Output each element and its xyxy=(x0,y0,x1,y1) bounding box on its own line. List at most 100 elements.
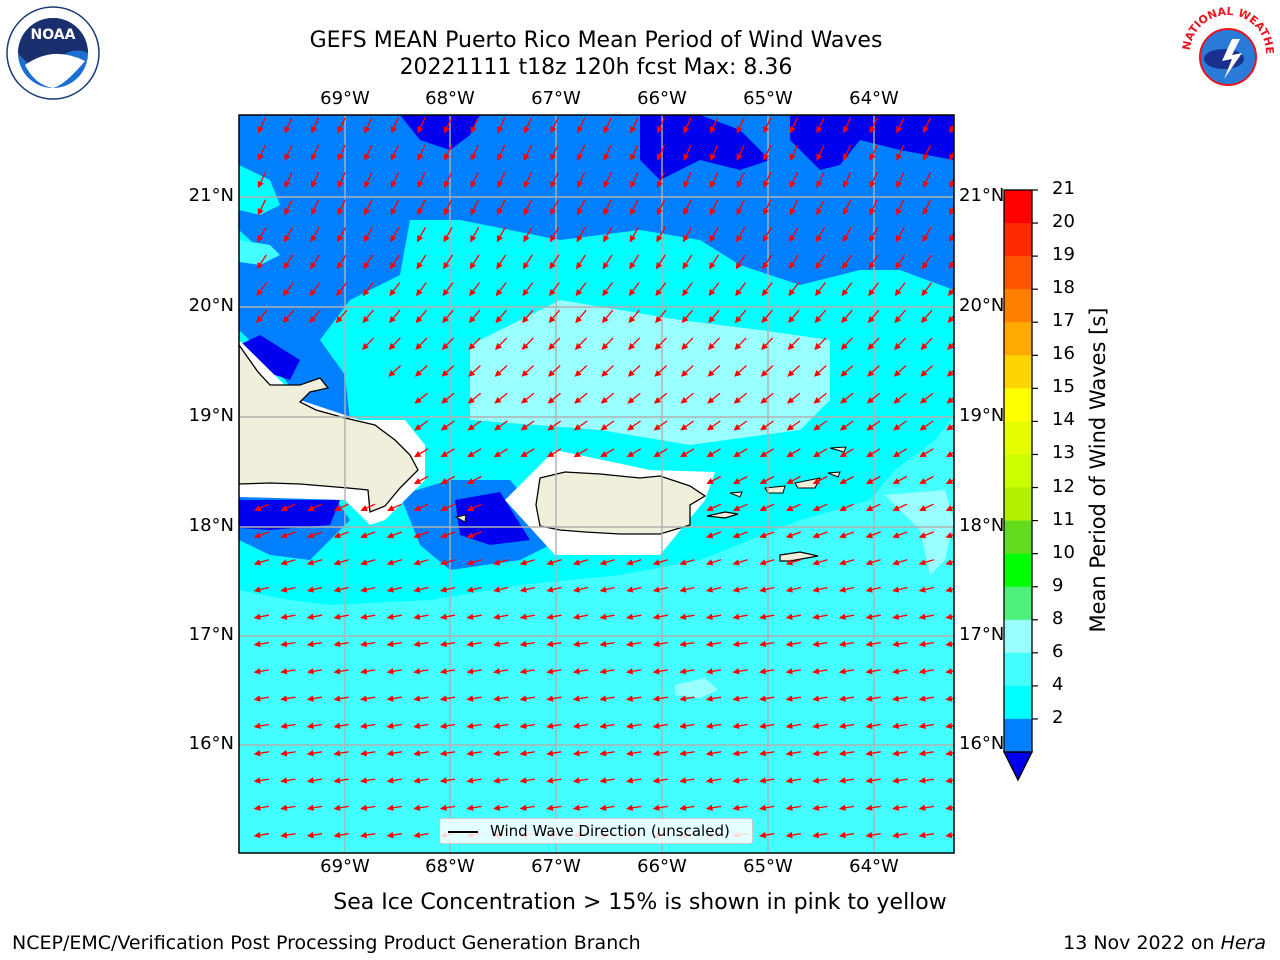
wave-arrow-head xyxy=(362,342,369,350)
wave-arrow-head xyxy=(759,586,767,593)
wave-arrow-head xyxy=(626,777,634,784)
wave-arrow-head xyxy=(705,613,713,620)
wave-arrow-head xyxy=(654,370,662,377)
wave-arrow-head xyxy=(546,804,554,811)
wave-arrow-head xyxy=(759,831,767,839)
wave-arrow-head xyxy=(785,777,793,784)
wave-arrow-head xyxy=(683,180,690,189)
wave-arrow-head xyxy=(546,559,554,566)
wave-arrow-head xyxy=(550,208,557,216)
wave-arrow-head xyxy=(652,777,660,784)
wave-arrow-head xyxy=(785,532,794,539)
wave-arrow-head xyxy=(786,423,794,431)
wave-arrow-head xyxy=(547,396,555,404)
wave-arrow-head xyxy=(815,261,822,270)
lat-label-left: 19°N xyxy=(188,405,234,426)
wave-arrow-head xyxy=(842,261,849,270)
wave-arrow-head xyxy=(626,559,634,566)
wave-arrow-head xyxy=(253,532,262,539)
wave-arrow-head xyxy=(386,668,394,675)
wave-arrow-head xyxy=(838,668,846,675)
wave-arrow-head xyxy=(439,695,447,702)
wave-arrow-head xyxy=(575,315,582,324)
colorbar-tick-label: 4 xyxy=(1052,673,1064,695)
wave-arrow-head xyxy=(495,315,503,324)
wave-arrow-head xyxy=(920,370,928,377)
wave-arrow-head xyxy=(838,804,846,811)
wave-arrow-head xyxy=(280,831,288,839)
wave-arrow-head xyxy=(705,695,713,702)
wave-arrow-head xyxy=(257,235,264,243)
wave-arrow-head xyxy=(812,478,821,485)
wave-arrow-head xyxy=(813,450,821,458)
wave-arrow-head xyxy=(893,423,901,431)
colorbar-segment xyxy=(1004,487,1032,522)
colorbar-tick-label: 14 xyxy=(1052,409,1075,431)
wave-arrow-head xyxy=(710,126,716,134)
wave-arrow-head xyxy=(547,370,555,377)
wave-arrow-head xyxy=(896,153,903,161)
colorbar-segment xyxy=(1004,619,1032,654)
wave-arrow-head xyxy=(439,722,447,730)
wave-arrow-head xyxy=(919,396,928,404)
wave-arrow-head xyxy=(309,315,316,324)
wave-arrow-head xyxy=(362,315,370,324)
wave-arrow-head xyxy=(683,126,690,134)
colorbar xyxy=(1002,189,1038,782)
wave-arrow-head xyxy=(253,668,261,675)
wave-arrow-head xyxy=(336,261,344,270)
wave-arrow-head xyxy=(865,640,873,648)
wave-arrow-head xyxy=(893,396,901,404)
wave-arrow-head xyxy=(360,749,368,757)
wave-arrow-head xyxy=(467,396,475,404)
wave-arrow-head xyxy=(892,613,900,620)
wave-arrow-head xyxy=(732,749,740,757)
wave-arrow-head xyxy=(788,315,795,324)
wave-arrow-head xyxy=(785,831,793,839)
wave-arrow-head xyxy=(572,559,581,566)
wave-arrow-head xyxy=(415,315,423,324)
colorbar-tick-label: 9 xyxy=(1052,574,1064,596)
wave-arrow-head xyxy=(680,370,688,377)
wave-arrow-head xyxy=(311,153,317,161)
wave-arrow-head xyxy=(572,640,580,648)
wave-arrow-head xyxy=(708,288,716,297)
wave-arrow-head xyxy=(945,586,953,593)
wave-arrow-head xyxy=(786,396,795,404)
wave-arrow-head xyxy=(413,722,421,730)
wave-arrow-head xyxy=(549,235,557,243)
wave-arrow-head xyxy=(919,505,927,511)
wave-arrow-head xyxy=(599,668,607,675)
wave-arrow-head xyxy=(838,613,846,620)
wave-arrow-head xyxy=(787,370,795,377)
map-frame xyxy=(238,114,955,854)
wave-arrow-head xyxy=(497,153,504,161)
wave-arrow-head xyxy=(440,505,448,511)
wave-arrow-head xyxy=(945,532,953,539)
wave-arrow-head xyxy=(710,153,716,161)
wave-arrow-head xyxy=(493,559,501,566)
wave-arrow-head xyxy=(652,640,660,648)
wave-arrow-head xyxy=(603,235,610,243)
wave-arrow-head xyxy=(440,450,449,458)
wave-arrow-head xyxy=(732,777,740,784)
wave-arrow-head xyxy=(417,126,424,134)
wave-arrow-head xyxy=(892,804,900,811)
wave-arrow-head xyxy=(311,208,317,216)
lon-label-bottom: 69°W xyxy=(320,856,370,877)
wave-arrow-head xyxy=(470,126,477,134)
wave-arrow-head xyxy=(710,208,716,216)
wave-arrow-head xyxy=(599,613,607,620)
wave-arrow-head xyxy=(284,126,291,134)
sea-dark-6 xyxy=(455,492,530,545)
wave-arrow-head xyxy=(386,613,394,620)
wave-arrow-head xyxy=(280,559,288,566)
wave-arrow-head xyxy=(918,640,926,648)
wave-arrow-head xyxy=(865,532,873,539)
wave-arrow-head xyxy=(468,370,476,377)
wave-arrow-head xyxy=(601,342,609,350)
wave-arrow-head xyxy=(520,450,528,458)
wave-arrow-head xyxy=(306,586,315,593)
colorbar-segment xyxy=(1004,190,1032,224)
wave-arrow-head xyxy=(919,450,927,458)
